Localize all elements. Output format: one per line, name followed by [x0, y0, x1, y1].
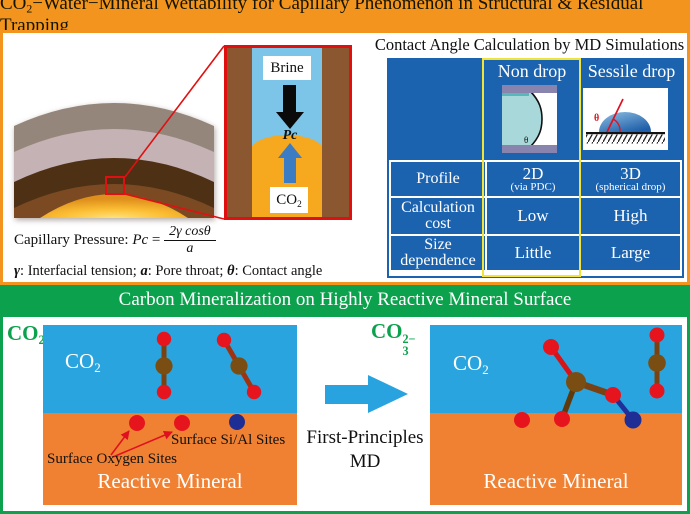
- non-drop-thumbnail: θ: [502, 85, 557, 153]
- column-header-sessile-drop: Sessile drop: [587, 61, 676, 81]
- cell-profile-sessile: 3D (spherical drop): [581, 162, 680, 196]
- mineralization-banner-text: Carbon Mineralization on Highly Reactive…: [118, 288, 572, 310]
- tangent-line: [606, 98, 624, 133]
- comparison-grid: Profile 2D (via PDC) 3D (spherical drop) C…: [389, 160, 682, 276]
- row-label-calculation-cost: Calculation cost: [391, 198, 485, 234]
- co2-phase-label: CO2: [453, 351, 489, 377]
- carbon-atom: [566, 372, 586, 392]
- co3-tag: CO 2− 3: [371, 319, 416, 359]
- cell-size-sessile: Large: [581, 236, 680, 270]
- mineral-slab-bottom: [502, 145, 557, 153]
- pore-throat-inset: Pc Brine CO2: [224, 45, 352, 220]
- mineral-slab-top: [502, 85, 557, 93]
- mineralization-banner: Carbon Mineralization on Highly Reactive…: [0, 285, 690, 314]
- initial-state-panel: CO2 Surface Si/Al Sites Surface Oxygen S…: [43, 325, 297, 505]
- carbon-atom: [230, 357, 248, 375]
- oxygen-atom: [605, 387, 621, 403]
- brine-pressure-arrowhead: [276, 112, 304, 129]
- formula-legend: γ: Interfacial tension; a: Pore throat; …: [14, 263, 323, 279]
- co2-label: CO2: [270, 187, 308, 213]
- column-header-non-drop: Non drop: [497, 61, 567, 81]
- brine-pressure-arrow: [283, 85, 296, 113]
- mineral-region: [43, 413, 297, 505]
- final-state-panel: CO2 Reactive Mineral: [430, 325, 682, 505]
- initial-molecules: [110, 331, 262, 458]
- first-principles-md-label: First-Principles MD: [306, 427, 424, 472]
- contact-angle-table: Non drop Sessile drop θ: [387, 58, 684, 278]
- cell-cost-sessile: High: [581, 198, 680, 234]
- formula-symbol: Pc: [132, 232, 149, 249]
- sessile-drop-thumbnail: θ: [583, 88, 668, 150]
- cell-cost-non-drop: Low: [487, 198, 579, 234]
- surface-si-al-site: [229, 414, 245, 430]
- pc-label: Pc: [282, 128, 298, 143]
- oxygen-atom: [156, 384, 172, 400]
- oxygen-atom: [156, 331, 172, 347]
- row-label-size-dependence: Size dependence: [391, 236, 485, 270]
- oxygen-sites-label: Surface Oxygen Sites: [47, 451, 177, 467]
- si-al-sites-label: Surface Si/Al Sites: [171, 432, 286, 448]
- cell-profile-non-drop: 2D (via PDC): [487, 162, 579, 196]
- figure-title-bar: CO2−Water−Mineral Wettability for Capill…: [0, 0, 690, 36]
- oxygen-atom: [649, 383, 665, 399]
- formula-fraction: 2γ cosθ a: [164, 224, 216, 257]
- surface-oxygen-site: [174, 415, 190, 431]
- anticline-cross-section: [14, 103, 214, 218]
- process-arrow: [325, 385, 368, 404]
- surface-oxygen-site: [514, 412, 530, 428]
- cell-size-non-drop: Little: [487, 236, 579, 270]
- oxygen-pointer-arrow: [112, 430, 173, 458]
- process-arrowhead: [368, 375, 408, 413]
- theta-symbol: θ: [524, 135, 528, 145]
- formula-lead: Capillary Pressure:: [14, 232, 133, 249]
- reactive-mineral-label: Reactive Mineral: [483, 469, 629, 493]
- capillary-section: Pc Brine CO2 Capillary Pressure: Pc = 2γ…: [0, 30, 690, 285]
- mineral-region: [430, 413, 682, 505]
- brine-label: Brine: [263, 56, 311, 80]
- zoom-region-rectangle: [105, 176, 125, 195]
- co2-phase-region: [430, 325, 682, 413]
- co2-pressure-arrowhead: [278, 143, 302, 158]
- co2-pressure-arrow: [284, 157, 296, 183]
- reactive-mineral-label: Reactive Mineral: [97, 469, 243, 493]
- surface-si-al-site: [624, 411, 642, 429]
- oxygen-atom: [554, 411, 570, 427]
- oxygen-atom: [246, 384, 262, 400]
- capillary-pressure-formula: Capillary Pressure: Pc = 2γ cosθ a: [14, 224, 216, 257]
- substrate-line: [586, 132, 665, 135]
- oxygen-atom: [649, 327, 665, 343]
- oxygen-pointer-arrow: [110, 430, 130, 456]
- substrate-hatching: [586, 134, 665, 144]
- oxygen-atom: [543, 339, 559, 355]
- co2-phase-label: CO2: [65, 349, 101, 375]
- carbon-atom: [648, 354, 666, 372]
- contact-angle-heading: Contact Angle Calculation by MD Simulati…: [374, 35, 685, 54]
- interface-curve: [529, 90, 543, 148]
- droplet-dome: [599, 112, 651, 132]
- formula-equals: =: [148, 232, 165, 249]
- co2-tag: CO2: [7, 321, 46, 347]
- carbonate-molecules: [514, 327, 666, 429]
- surface-oxygen-site: [129, 415, 145, 431]
- theta-symbol: θ: [594, 113, 599, 124]
- row-label-profile: Profile: [391, 162, 485, 196]
- angle-arc: [612, 118, 621, 133]
- mineralization-section: CO2: [0, 314, 690, 514]
- pore-channel: Pc Brine CO2: [252, 48, 322, 217]
- carbon-atom: [155, 357, 173, 375]
- oxygen-atom: [216, 332, 232, 348]
